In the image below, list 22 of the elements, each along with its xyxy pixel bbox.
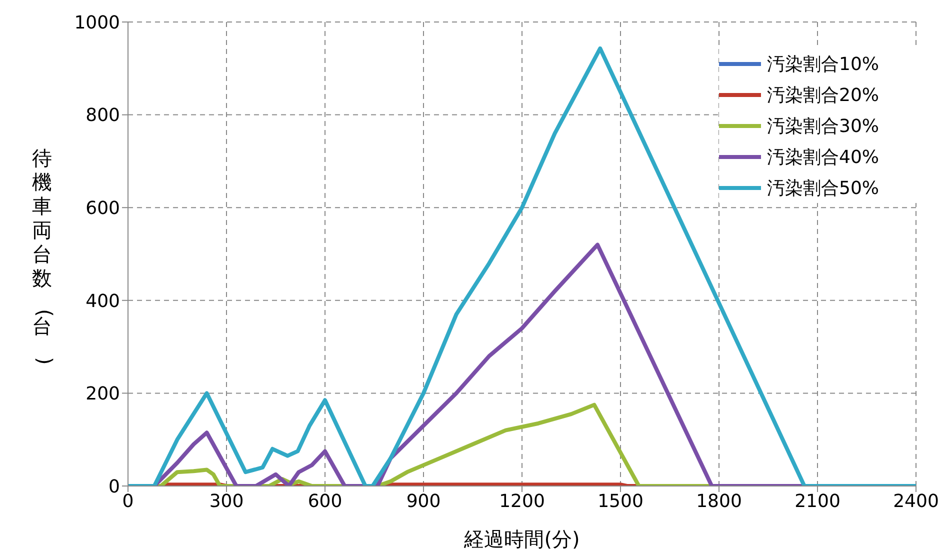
text: 待機車両台数(台)	[32, 146, 58, 365]
x-tick-label: 2100	[794, 490, 840, 512]
legend-label: 汚染割合50%	[767, 176, 880, 200]
x-axis-title: 経過時間(分)	[463, 527, 580, 551]
y-tick-label: 800	[86, 105, 120, 126]
y-tick-label: 600	[86, 198, 120, 219]
x-tick-label: 1200	[499, 490, 545, 512]
x-tick-label: 1800	[696, 490, 742, 512]
x-tick-label: 1500	[598, 490, 644, 512]
legend-label: 汚染割合10%	[767, 52, 880, 76]
legend-label: 汚染割合20%	[767, 84, 880, 106]
x-tick-label: 600	[308, 490, 342, 512]
legend-label: 汚染割合30%	[767, 114, 880, 138]
x-tick-label: 900	[406, 490, 441, 512]
x-tick-label: 0	[122, 490, 134, 512]
x-tick-label: 300	[209, 490, 244, 512]
legend-label: 汚染割合40%	[767, 146, 880, 168]
y-tick-label: 400	[86, 290, 120, 312]
y-tick-label: 0	[108, 476, 120, 498]
x-tick-label: 2400	[893, 490, 939, 512]
y-tick-label: 1000	[74, 12, 120, 34]
y-tick-label: 200	[86, 384, 120, 405]
